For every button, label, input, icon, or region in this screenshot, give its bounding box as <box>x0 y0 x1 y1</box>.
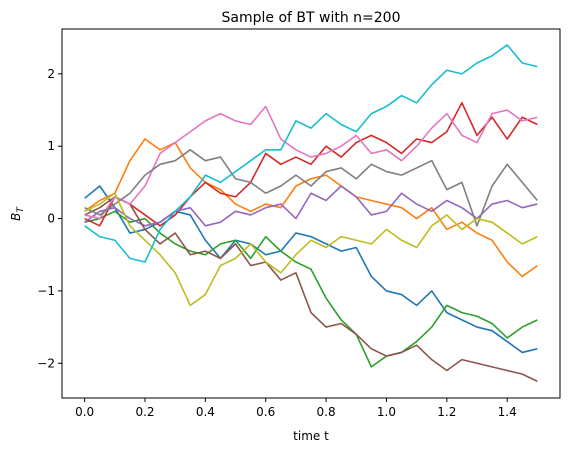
x-tick-label: 0.2 <box>135 405 154 419</box>
y-tick-label: 2 <box>47 67 55 81</box>
x-tick-label: 0.0 <box>75 405 94 419</box>
x-tick-label: 1.2 <box>437 405 456 419</box>
y-tick-label: −2 <box>37 356 55 370</box>
y-tick-label: 1 <box>47 139 55 153</box>
x-axis-label: time t <box>293 429 329 443</box>
x-tick-label: 0.4 <box>196 405 215 419</box>
y-axis-label-main: B <box>9 213 23 221</box>
x-tick-label: 1.0 <box>377 405 396 419</box>
chart-title: Sample of BT with n=200 <box>222 10 401 26</box>
x-tick-label: 0.6 <box>256 405 275 419</box>
y-tick-label: −1 <box>37 284 55 298</box>
x-tick-label: 1.4 <box>498 405 517 419</box>
x-tick-label: 0.8 <box>317 405 336 419</box>
y-tick-label: 0 <box>47 212 55 226</box>
